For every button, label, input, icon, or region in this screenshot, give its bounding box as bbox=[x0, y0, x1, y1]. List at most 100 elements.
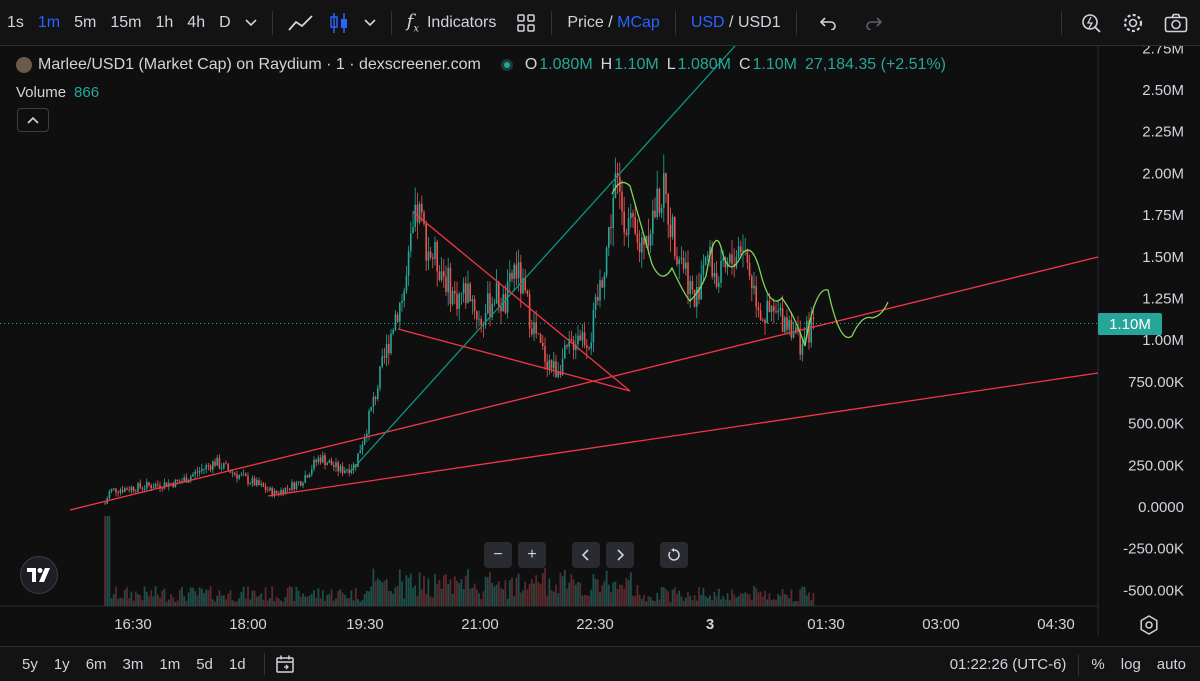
interval-1m-button[interactable]: 1m bbox=[37, 13, 61, 31]
price-tick-label: 1.00M bbox=[1142, 332, 1184, 349]
candle-body bbox=[517, 262, 520, 279]
volume-bar bbox=[343, 594, 346, 606]
candle-body bbox=[306, 475, 309, 478]
candle-body bbox=[691, 281, 694, 290]
price-chart-canvas[interactable]: 2.75M 2.50M 2.25M 2.00M 1.75M 1.50M 1.25M 1.00M… bbox=[0, 46, 1200, 635]
chart-pane[interactable]: 2.75M 2.50M 2.25M 2.00M 1.75M 1.50M 1.25M 1.00M… bbox=[0, 46, 1200, 635]
interval-1s-button[interactable]: 1s bbox=[7, 13, 24, 31]
candle-body bbox=[374, 397, 377, 399]
tradingview-logo[interactable] bbox=[20, 556, 58, 594]
range-1y-button[interactable]: 1y bbox=[53, 655, 70, 673]
layout-grid-icon[interactable] bbox=[509, 0, 543, 46]
volume-bar bbox=[687, 591, 689, 606]
price-tick-label: 1.25M bbox=[1142, 291, 1184, 308]
calendar-icon[interactable] bbox=[275, 654, 295, 674]
zoom-in-button[interactable]: + bbox=[518, 542, 546, 568]
quick-search-icon[interactable] bbox=[1070, 0, 1112, 46]
candle-body bbox=[632, 213, 634, 217]
volume-bar bbox=[702, 587, 705, 606]
volume-bar bbox=[473, 583, 476, 606]
gear-icon[interactable] bbox=[1112, 0, 1154, 46]
range-1d-button[interactable]: 1d bbox=[228, 655, 246, 673]
volume-bar bbox=[379, 580, 381, 606]
log-toggle[interactable]: log bbox=[1120, 656, 1141, 673]
indicators-button[interactable]: fx Indicators bbox=[400, 0, 504, 46]
chevron-down-icon[interactable] bbox=[357, 0, 383, 46]
candle-body bbox=[546, 361, 548, 369]
candle-body bbox=[372, 397, 375, 407]
clock-timezone[interactable]: 01:22:26 (UTC-6) bbox=[949, 656, 1067, 673]
axis-settings-button[interactable] bbox=[1138, 614, 1160, 641]
redo-icon[interactable] bbox=[851, 0, 897, 46]
range-5y-button[interactable]: 5y bbox=[22, 655, 38, 673]
volume-bar bbox=[786, 594, 788, 606]
volume-bar bbox=[407, 577, 410, 606]
candle-body bbox=[687, 262, 689, 295]
volume-bar bbox=[247, 586, 249, 606]
interval-1h-button[interactable]: 1h bbox=[155, 13, 174, 31]
candle-body bbox=[515, 264, 518, 279]
candle-body bbox=[273, 490, 276, 497]
volume-bar bbox=[425, 593, 428, 606]
candle-body bbox=[319, 457, 322, 463]
zoom-out-button[interactable]: − bbox=[484, 542, 512, 568]
range-1m-button[interactable]: 1m bbox=[159, 655, 181, 673]
candle-body bbox=[242, 473, 245, 475]
price-mcap-toggle[interactable]: Price / MCap bbox=[560, 0, 666, 46]
volume-bar bbox=[794, 601, 797, 606]
volume-bar bbox=[196, 595, 199, 606]
volume-bar bbox=[744, 592, 747, 606]
volume-bar bbox=[225, 599, 227, 606]
candle-body bbox=[170, 483, 172, 484]
volume-bar bbox=[596, 579, 599, 606]
chevron-down-icon[interactable] bbox=[238, 0, 264, 46]
interval-4h-button[interactable]: 4h bbox=[187, 13, 206, 31]
candle-body bbox=[680, 258, 683, 260]
volume-bar bbox=[660, 587, 663, 606]
scroll-left-button[interactable] bbox=[572, 542, 600, 568]
candle-body bbox=[262, 483, 265, 487]
spacer bbox=[640, 542, 654, 568]
candle-body bbox=[352, 464, 355, 470]
volume-bar bbox=[574, 584, 577, 606]
candle-body bbox=[597, 296, 599, 301]
undo-icon[interactable] bbox=[805, 0, 851, 46]
candlestick-icon[interactable] bbox=[321, 0, 357, 46]
volume-bar bbox=[737, 595, 740, 606]
currency-toggle[interactable]: USD / USD1 bbox=[684, 0, 788, 46]
interval-5m-button[interactable]: 5m bbox=[74, 13, 97, 31]
interval-d-button[interactable]: D bbox=[219, 13, 231, 31]
volume-bar bbox=[365, 590, 368, 606]
line-chart-icon[interactable] bbox=[281, 0, 321, 46]
collapse-legend-button[interactable] bbox=[17, 108, 49, 132]
candle-body bbox=[104, 503, 106, 505]
volume-bar bbox=[361, 600, 364, 606]
auto-toggle[interactable]: auto bbox=[1156, 656, 1186, 673]
volume-bar bbox=[568, 582, 571, 606]
candle-body bbox=[414, 204, 416, 228]
volume-bar bbox=[676, 594, 678, 606]
range-5d-button[interactable]: 5d bbox=[196, 655, 213, 673]
candle-body bbox=[603, 275, 606, 288]
candle-body bbox=[317, 457, 320, 463]
volume-bar bbox=[643, 595, 645, 606]
interval-15m-button[interactable]: 15m bbox=[110, 13, 142, 31]
camera-icon[interactable] bbox=[1154, 0, 1200, 46]
candle-body bbox=[803, 336, 806, 344]
range-6m-button[interactable]: 6m bbox=[85, 655, 107, 673]
candle-body bbox=[308, 474, 311, 478]
candle-body bbox=[315, 459, 317, 463]
candle-body bbox=[748, 262, 751, 277]
candle-body bbox=[339, 466, 342, 472]
range-3m-button[interactable]: 3m bbox=[122, 655, 144, 673]
candle-body bbox=[676, 256, 678, 265]
volume-bar bbox=[508, 580, 511, 606]
volume-bar bbox=[585, 595, 588, 606]
scroll-right-button[interactable] bbox=[606, 542, 634, 568]
reset-chart-button[interactable] bbox=[660, 542, 688, 568]
candle-body bbox=[762, 319, 764, 321]
candle-body bbox=[165, 482, 168, 487]
percent-toggle[interactable]: % bbox=[1091, 656, 1105, 673]
volume-bar bbox=[667, 591, 670, 606]
divider bbox=[1078, 653, 1080, 676]
